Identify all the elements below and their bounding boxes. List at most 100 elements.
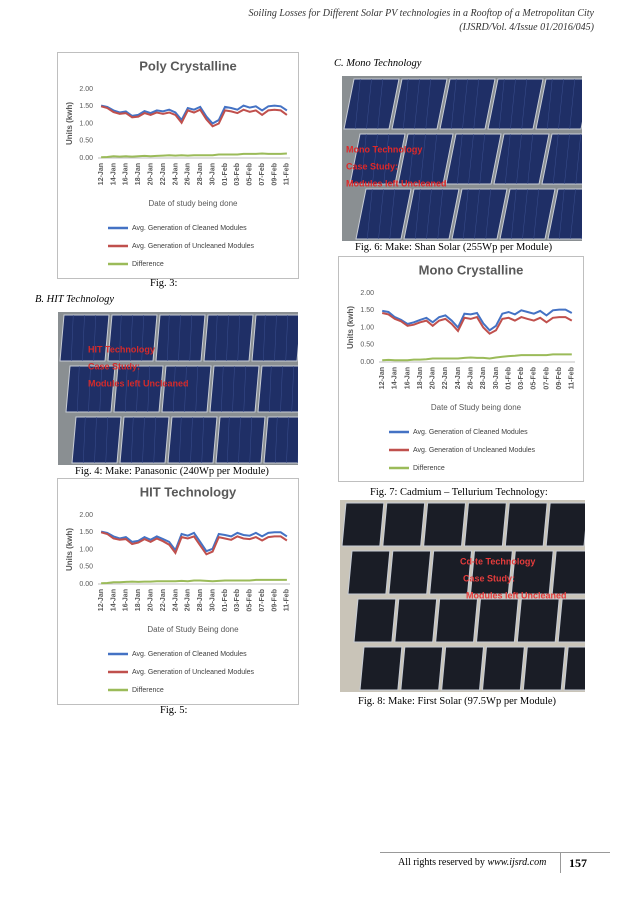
panel-cell-line [437,188,443,240]
footer-text: All rights reserved by [398,857,485,868]
footer: All rights reserved by www.ijsrd.com [398,857,546,868]
x-tick-label: 14-Jan [110,589,117,611]
x-tick-label: 26-Jan [185,589,192,611]
solar-panel [263,416,298,464]
x-tick-label: 03-Feb [234,589,241,612]
photo-label: Modules left Uncleaned [346,178,447,188]
panel-cell-line [457,133,463,185]
caption: Fig. 4: Make: Panasonic (240Wp per Modul… [75,466,269,477]
panel-cell-line [285,314,288,362]
panel-cell-line [274,314,277,362]
x-tick-label: 01-Feb [222,589,229,612]
panel-cell-line [569,78,575,130]
panel-cell-line [201,416,204,464]
panel-cell-line [275,416,278,464]
panel-cell-line [136,365,139,413]
solar-panel [535,78,582,130]
panel-cell-line [227,416,230,464]
x-tick-label: 09-Feb [271,163,278,186]
solar-panel [522,646,566,691]
panel-cell-line [372,133,378,185]
panel-cell-line [184,365,187,413]
solar-panel [347,550,391,595]
solar-panel [343,78,400,130]
panel-cell-line [147,365,150,413]
footer-rule [380,852,610,853]
panel-cell-line [221,365,224,413]
x-tick-label: 11-Feb [569,367,576,389]
y-tick-label: 0.50 [79,138,93,145]
page-number: 157 [560,853,595,873]
panel-cell-line [414,78,420,130]
x-axis-label: Date of Study being done [431,403,522,412]
x-tick-label: 12-Jan [379,367,386,389]
series-line [101,578,287,585]
solar-panel [469,550,513,595]
panel-cell-line [425,78,431,130]
panel-cell-line [499,78,505,130]
series-line [100,104,288,125]
solar-panel [439,78,496,130]
photo-hit: HIT Technology Case Study: Modules left Un… [58,312,298,465]
panel-cell-line [485,188,491,240]
panel-cell-line [389,188,395,240]
panel-cell-line [238,416,241,464]
solar-panel [349,133,406,185]
solar-panel [215,416,266,464]
solar-panel [504,502,548,547]
x-tick-label: 26-Jan [468,367,475,389]
panel-cell-line [195,365,198,413]
x-tick-label: 30-Jan [209,589,216,611]
panel-cell-line [415,188,421,240]
y-axis-label: Units (kwh) [346,306,355,349]
y-tick-label: 2.00 [360,290,374,297]
panel-cell-line [189,314,192,362]
panel-cell-line [249,416,252,464]
panel-cell-line [125,365,128,413]
panel-cell-line [173,365,176,413]
y-tick-label: 0.50 [79,564,93,571]
legend-label: Avg. Generation of Cleaned Modules [132,225,247,232]
series-line [382,308,573,332]
panel-cell-line [559,188,565,240]
panel-cell-line [516,133,522,185]
solar-panel [487,78,544,130]
panel-cell-line [83,416,86,464]
solar-panel [167,416,218,464]
solar-panel [397,133,454,185]
solar-panel [155,314,206,362]
x-tick-label: 20-Jan [147,163,154,185]
x-tick-label: 03-Feb [518,367,525,390]
solar-panel [551,550,585,595]
x-tick-label: 16-Jan [123,163,130,185]
solar-panel [403,188,460,240]
photo-label: Case Study: [88,361,140,371]
x-tick-label: 12-Jan [98,163,105,185]
x-tick-label: 01-Feb [505,367,512,390]
series-line [382,353,572,362]
y-tick-label: 1.00 [360,324,374,331]
panel-cell-line [88,365,91,413]
panel-cell-line [527,133,533,185]
panel-cell-line [361,133,367,185]
panel-cell-line [77,365,80,413]
photo-label: Modules left Uncleaned [88,378,189,388]
chart-poly: Poly Crystalline Units (kwh) 0.00 0.50 1.00 1… [57,52,299,279]
x-axis-label: Date of study being done [149,199,239,208]
series-line [100,531,288,556]
legend-label: Avg. Generation of Uncleaned Modules [132,669,255,676]
legend-label: Difference [132,687,164,694]
chart-mono: Mono Crystalline Units (kwh) 0.00 0.50 1.00 1… [338,256,584,482]
solar-panel [341,502,385,547]
photo-label: Case Study: [463,573,515,583]
panel-cell-line [547,78,553,130]
solar-panel [59,314,110,362]
x-tick-label: 07-Feb [543,367,550,390]
panel-cell-line [366,78,372,130]
panel-cell-line [190,416,193,464]
solar-panel [429,550,473,595]
panel-cell-line [215,314,218,362]
panel-cell-line [367,188,373,240]
legend-label: Avg. Generation of Cleaned Modules [132,651,247,658]
